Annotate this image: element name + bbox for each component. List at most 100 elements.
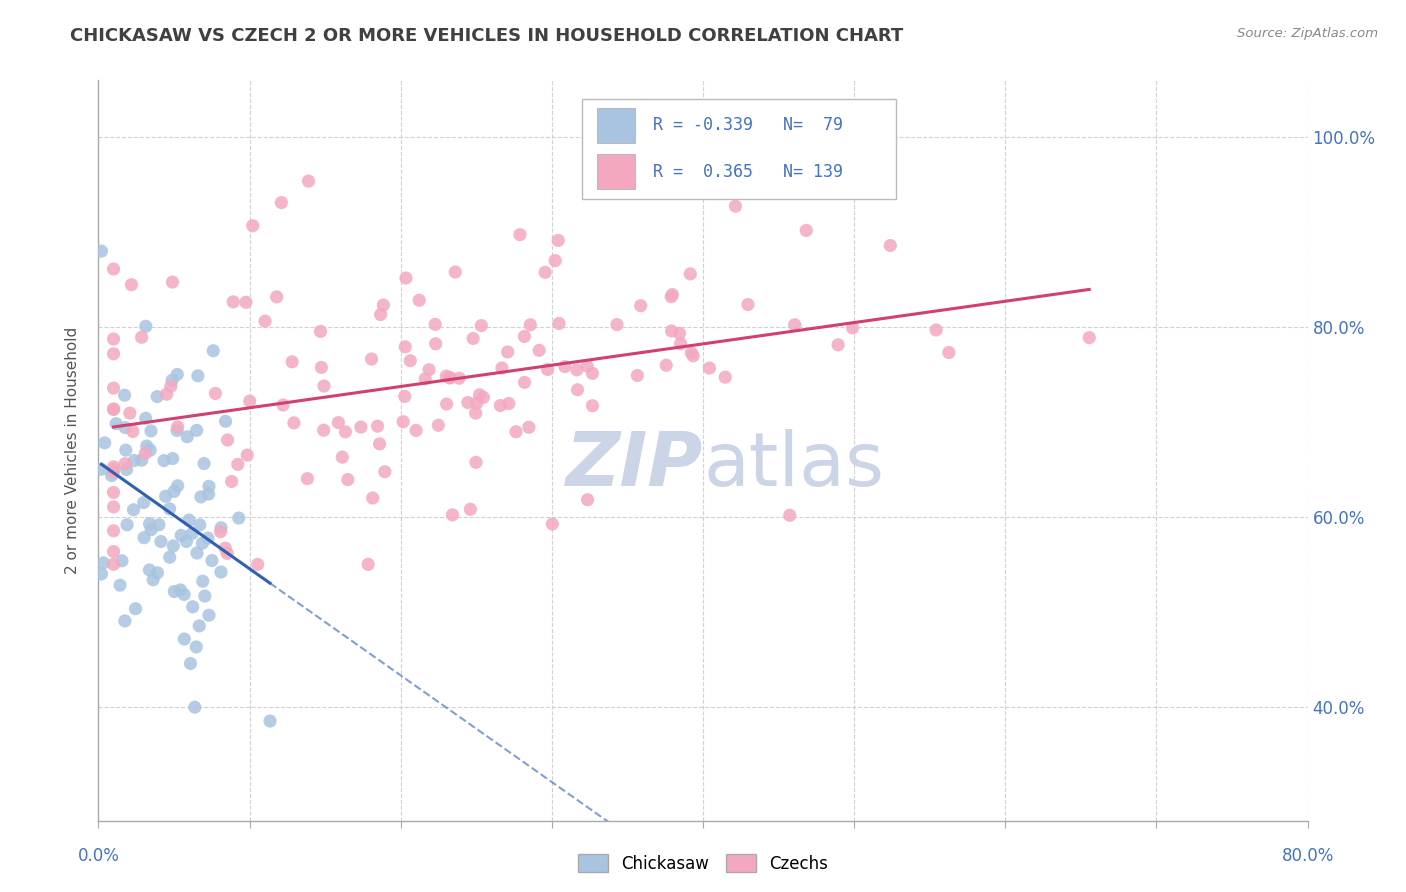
Point [103, 558, 125, 572]
Point [373, 298, 395, 312]
Point [139, 523, 162, 537]
Point [368, 437, 391, 451]
Point [103, 401, 125, 416]
Point [90, 244, 112, 259]
Point [162, 539, 184, 553]
FancyBboxPatch shape [596, 108, 636, 144]
Point [202, 343, 225, 358]
Point [335, 425, 357, 439]
Point [394, 340, 416, 354]
Text: 0.0%: 0.0% [77, 847, 120, 865]
Point [114, 420, 136, 434]
Point [181, 599, 204, 614]
Point [659, 290, 682, 304]
Point [547, 234, 569, 248]
Point [392, 415, 415, 429]
Point [661, 287, 683, 301]
Point [505, 425, 527, 439]
Point [103, 332, 125, 346]
Point [239, 394, 262, 409]
Point [439, 371, 461, 385]
Point [122, 502, 145, 516]
Point [103, 465, 125, 479]
Point [606, 318, 628, 332]
Point [527, 343, 550, 358]
Point [444, 265, 467, 279]
Point [461, 331, 484, 345]
Point [187, 368, 209, 383]
Point [394, 389, 416, 403]
Point [148, 517, 170, 532]
Point [724, 199, 747, 213]
Point [489, 399, 512, 413]
Point [581, 399, 603, 413]
Point [283, 416, 305, 430]
Point [554, 359, 576, 374]
Point [221, 475, 243, 489]
Point [201, 553, 224, 567]
Point [162, 451, 184, 466]
Point [328, 416, 350, 430]
Point [879, 238, 901, 252]
Point [103, 402, 125, 417]
Point [135, 439, 157, 453]
Point [135, 411, 157, 425]
Point [214, 541, 236, 555]
Point [309, 325, 332, 339]
Point [198, 608, 221, 623]
Point [166, 368, 188, 382]
Point [536, 362, 558, 376]
Point [408, 293, 430, 308]
Point [441, 508, 464, 522]
Point [186, 546, 208, 560]
Point [103, 381, 125, 395]
Point [427, 418, 450, 433]
Point [330, 450, 353, 465]
Point [236, 448, 259, 462]
Point [714, 370, 737, 384]
Point [519, 318, 541, 332]
Point [270, 195, 292, 210]
Point [131, 330, 153, 344]
Point [235, 295, 257, 310]
Point [132, 495, 155, 509]
Point [439, 370, 461, 384]
Point [121, 425, 143, 439]
Point [135, 319, 157, 334]
Point [242, 219, 264, 233]
Point [679, 267, 702, 281]
Point [399, 353, 422, 368]
Text: ZIP: ZIP [565, 429, 703, 502]
Point [513, 376, 536, 390]
FancyBboxPatch shape [582, 99, 897, 199]
Point [311, 360, 333, 375]
Point [682, 349, 704, 363]
Point [465, 396, 488, 410]
Point [668, 326, 690, 341]
Point [534, 265, 557, 279]
Text: R =  0.365   N= 139: R = 0.365 N= 139 [654, 162, 844, 181]
Point [576, 492, 599, 507]
Point [783, 318, 806, 332]
Point [217, 546, 239, 560]
Point [370, 308, 392, 322]
Point [246, 558, 269, 572]
Point [367, 419, 389, 434]
Point [120, 277, 142, 292]
Point [565, 363, 588, 377]
Point [266, 290, 288, 304]
Point [93, 435, 115, 450]
Point [271, 398, 294, 412]
Point [193, 457, 215, 471]
Point [188, 517, 211, 532]
Point [360, 352, 382, 367]
Point [449, 371, 471, 385]
Point [460, 502, 482, 516]
Point [336, 473, 359, 487]
Point [197, 531, 219, 545]
Point [465, 455, 488, 469]
Point [155, 489, 177, 503]
Point [209, 565, 232, 579]
Point [513, 329, 536, 343]
Point [297, 174, 319, 188]
